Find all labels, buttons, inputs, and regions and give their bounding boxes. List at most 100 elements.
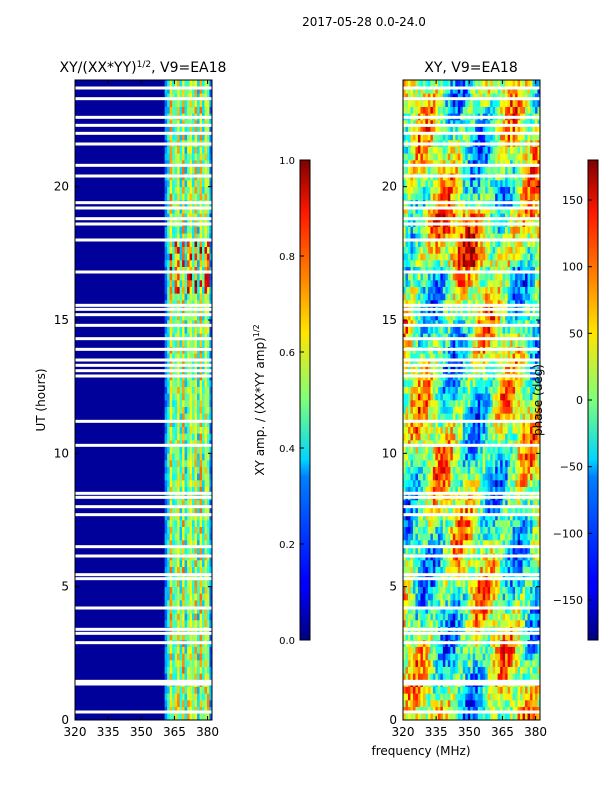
- right-heatmap-cell: [447, 313, 451, 321]
- right-heatmap-cell: [417, 206, 421, 214]
- right-heatmap-cell: [445, 253, 449, 261]
- right-heatmap-cell: [427, 280, 431, 287]
- right-heatmap-cell: [432, 486, 436, 494]
- right-heatmap-cell: [440, 106, 444, 114]
- left-heatmap-cell: [204, 106, 208, 114]
- right-heatmap-cell: [420, 226, 424, 234]
- right-heatmap-cell: [475, 393, 479, 401]
- right-heatmap-cell: [425, 146, 429, 154]
- right-heatmap-cell: [447, 540, 451, 547]
- left-heatmap-cell: [202, 166, 205, 174]
- right-heatmap-cell: [407, 386, 411, 394]
- right-heatmap-cell: [457, 386, 461, 394]
- right-heatmap-cell: [477, 426, 481, 434]
- right-heatmap-cell: [475, 180, 479, 187]
- right-heatmap-cell: [475, 206, 479, 214]
- left-heatmap-cell: [209, 186, 212, 194]
- right-heatmap-cell: [430, 126, 434, 134]
- left-heatmap-cell: [202, 333, 205, 341]
- right-heatmap-cell: [467, 146, 471, 154]
- right-heatmap-cell: [420, 613, 424, 621]
- right-heatmap-cell: [477, 320, 481, 327]
- left-heatmap-cell: [207, 480, 210, 487]
- right-heatmap-cell: [410, 406, 414, 414]
- right-heatmap-cell: [455, 593, 459, 601]
- right-plot-title: XY, V9=EA18: [424, 60, 518, 76]
- right-heatmap-cell: [415, 466, 419, 474]
- right-heatmap-cell: [445, 226, 449, 234]
- left-heatmap-cell: [164, 233, 168, 241]
- right-heatmap-cell: [462, 700, 466, 707]
- right-heatmap-cell: [447, 133, 451, 141]
- right-heatmap-cell: [412, 193, 416, 201]
- left-heatmap-cell: [182, 580, 185, 587]
- left-heatmap-cell: [174, 213, 178, 221]
- right-heatmap-cell: [420, 586, 424, 594]
- left-heatmap-cell: [199, 480, 203, 487]
- right-heatmap-cell: [425, 560, 429, 567]
- right-heatmap-cell: [450, 533, 454, 541]
- right-heatmap-cell: [405, 280, 409, 287]
- right-heatmap-cell: [420, 386, 424, 394]
- right-heatmap-cell: [475, 273, 479, 281]
- right-heatmap-cell: [475, 340, 479, 347]
- right-heatmap-cell: [403, 600, 406, 607]
- left-heatmap-cell: [182, 253, 185, 261]
- right-heatmap-cell: [403, 300, 406, 307]
- right-heatmap-cell: [425, 353, 429, 361]
- left-heatmap-cell: [174, 506, 178, 514]
- left-heatmap-cell: [199, 573, 203, 581]
- right-heatmap-cell: [412, 580, 416, 587]
- right-heatmap-cell: [415, 660, 419, 667]
- left-heatmap-cell: [174, 420, 178, 427]
- right-heatmap-cell: [452, 300, 456, 307]
- left-heatmap-cell: [169, 146, 173, 154]
- right-heatmap-cell: [425, 326, 429, 334]
- right-heatmap-cell: [427, 146, 431, 154]
- left-heatmap-cell: [209, 466, 212, 474]
- left-heatmap-cell: [202, 293, 205, 301]
- right-heatmap-cell: [472, 666, 476, 674]
- right-heatmap-cell: [412, 440, 416, 447]
- right-heatmap-cell: [455, 133, 459, 141]
- left-heatmap-cell: [177, 153, 180, 161]
- left-heatmap-cell: [177, 326, 180, 334]
- right-heatmap-cell: [417, 460, 421, 467]
- right-heatmap-cell: [467, 660, 471, 667]
- right-heatmap-cell: [420, 360, 424, 367]
- left-heatmap-cell: [192, 80, 195, 87]
- right-heatmap-cell: [462, 526, 466, 534]
- left-heatmap-cell: [207, 540, 210, 547]
- right-heatmap-cell: [470, 260, 474, 267]
- left-heatmap-cell: [164, 600, 168, 607]
- left-heatmap-cell: [197, 146, 200, 154]
- right-heatmap-cell: [405, 233, 409, 241]
- left-heatmap-cell: [202, 566, 205, 574]
- right-heatmap-cell: [472, 560, 476, 567]
- right-heatmap-cell: [410, 133, 414, 141]
- right-heatmap-cell: [455, 180, 459, 187]
- left-heatmap-cell: [197, 93, 200, 101]
- right-heatmap-cell: [417, 706, 421, 714]
- left-heatmap-cell: [202, 186, 205, 194]
- right-heatmap-cell: [422, 393, 426, 401]
- left-heatmap-cell: [189, 213, 193, 221]
- right-heatmap-cell: [412, 133, 416, 141]
- left-heatmap-cell: [177, 80, 180, 87]
- left-heatmap-cell: [202, 86, 205, 94]
- left-heatmap-cell: [174, 146, 178, 154]
- right-heatmap-cell: [480, 420, 484, 427]
- left-heatmap-cell: [199, 440, 203, 447]
- left-heatmap-cell: [197, 186, 200, 194]
- right-heatmap-cell: [455, 293, 459, 301]
- right-heatmap-cell: [452, 340, 456, 347]
- right-heatmap-cell: [435, 186, 439, 194]
- right-heatmap-cell: [447, 513, 451, 521]
- left-heatmap-cell: [167, 333, 170, 341]
- right-heatmap-cell: [417, 526, 421, 534]
- left-heatmap-cell: [177, 426, 180, 434]
- right-heatmap-cell: [442, 580, 446, 587]
- right-heatmap-cell: [403, 426, 406, 434]
- right-heatmap-cell: [447, 700, 451, 707]
- right-heatmap-cell: [407, 506, 411, 514]
